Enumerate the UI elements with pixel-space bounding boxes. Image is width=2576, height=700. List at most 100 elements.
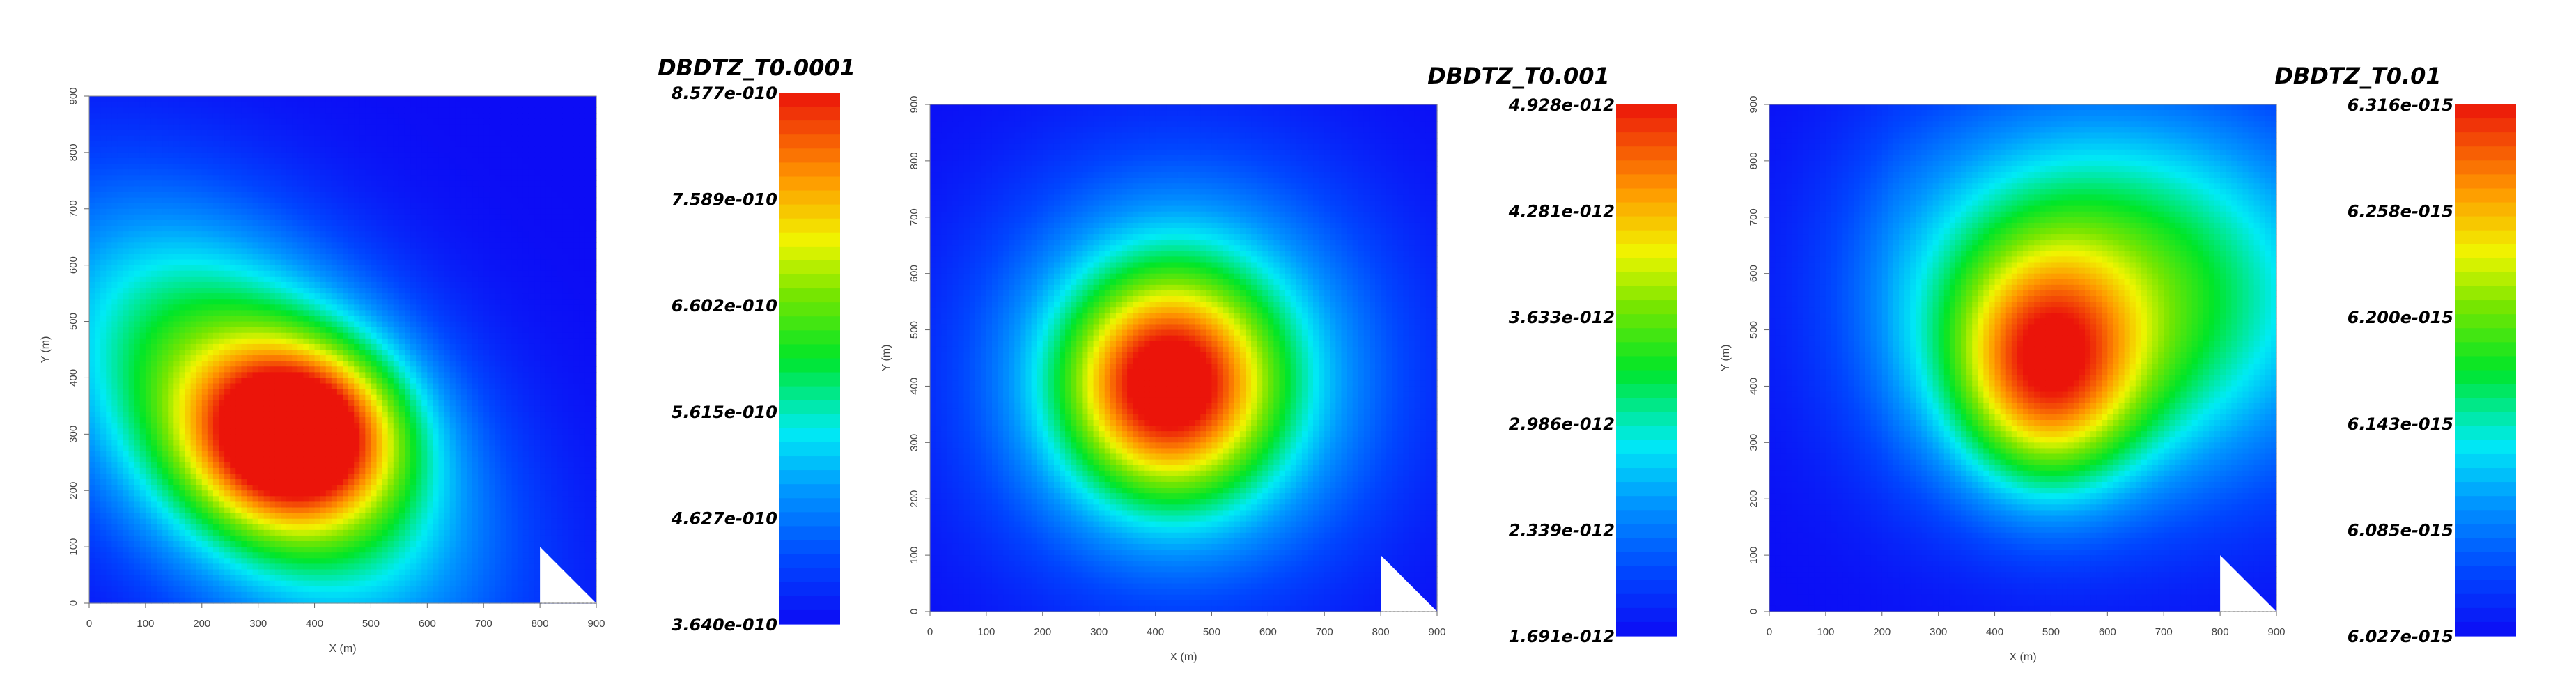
heatmap-cell xyxy=(111,541,118,547)
heatmap-cell xyxy=(191,226,197,232)
heatmap-cell xyxy=(213,316,219,322)
heatmap-cell xyxy=(264,220,270,226)
heatmap-cell xyxy=(326,322,332,328)
heatmap-cell xyxy=(258,220,265,226)
heatmap-cell xyxy=(162,237,169,243)
heatmap-cell xyxy=(95,242,101,249)
heatmap-cell xyxy=(173,434,180,440)
heatmap-cell xyxy=(394,485,400,491)
heatmap-cell xyxy=(247,395,253,401)
heatmap-cell xyxy=(303,417,309,423)
heatmap-cell xyxy=(377,524,383,531)
heatmap-cell xyxy=(191,485,197,491)
heatmap-cell xyxy=(224,457,231,463)
heatmap-cell xyxy=(332,203,338,210)
heatmap-cell xyxy=(270,333,276,339)
heatmap-cell xyxy=(140,333,146,339)
heatmap-cell xyxy=(326,203,332,210)
heatmap-cell xyxy=(95,485,101,491)
heatmap-cell xyxy=(343,327,349,334)
heatmap-cell xyxy=(111,141,118,148)
heatmap-cell xyxy=(235,192,242,199)
heatmap-cell xyxy=(326,220,332,226)
heatmap-cell xyxy=(337,322,343,328)
heatmap-cell xyxy=(303,344,309,350)
heatmap-cell xyxy=(219,569,225,575)
heatmap-cell xyxy=(202,440,208,446)
heatmap-cell xyxy=(354,203,360,210)
heatmap-cell xyxy=(191,581,197,587)
heatmap-cell xyxy=(377,451,383,458)
heatmap-cell xyxy=(123,490,130,497)
heatmap-cell xyxy=(100,547,107,553)
heatmap-cell xyxy=(332,147,338,153)
heatmap-cell xyxy=(258,260,265,266)
heatmap-cell xyxy=(173,569,180,575)
heatmap-cell xyxy=(241,446,247,452)
heatmap-cell xyxy=(185,186,192,192)
heatmap-cell xyxy=(394,496,400,502)
heatmap-cell xyxy=(95,136,101,142)
heatmap-cell xyxy=(258,288,265,294)
heatmap-cell xyxy=(382,215,389,221)
heatmap-cell xyxy=(230,164,236,170)
heatmap-cell xyxy=(95,496,101,502)
heatmap-cell xyxy=(275,350,281,356)
heatmap-cell xyxy=(337,552,343,559)
heatmap-cell xyxy=(270,496,276,502)
heatmap-cell xyxy=(343,490,349,497)
heatmap-cell xyxy=(151,598,157,604)
heatmap-cell xyxy=(235,446,242,452)
heatmap-cell xyxy=(117,400,123,407)
heatmap-cell xyxy=(213,175,219,181)
heatmap-cell xyxy=(264,428,270,435)
heatmap-cell xyxy=(168,299,174,305)
heatmap-cell xyxy=(286,118,293,125)
heatmap-cell xyxy=(388,395,394,401)
heatmap-cell xyxy=(173,541,180,547)
heatmap-cell xyxy=(123,136,130,142)
heatmap-cell xyxy=(371,412,377,418)
heatmap-cell xyxy=(315,485,321,491)
heatmap-cell xyxy=(399,248,405,254)
heatmap-cell xyxy=(106,496,112,502)
heatmap-cell xyxy=(140,558,146,564)
heatmap-cell xyxy=(247,237,253,243)
heatmap-cell xyxy=(241,333,247,339)
heatmap-cell xyxy=(303,124,309,130)
heatmap-cell xyxy=(185,513,192,520)
heatmap-cell xyxy=(162,575,169,582)
heatmap-cell xyxy=(191,192,197,199)
heatmap-cell xyxy=(247,361,253,367)
heatmap-cell xyxy=(140,130,146,137)
heatmap-cell xyxy=(359,265,366,272)
heatmap-cell xyxy=(213,265,219,272)
heatmap-cell xyxy=(264,389,270,396)
heatmap-cell xyxy=(320,389,327,396)
heatmap-cell xyxy=(377,254,383,260)
heatmap-cell xyxy=(270,507,276,513)
heatmap-cell xyxy=(309,107,315,114)
heatmap-cell xyxy=(146,141,152,148)
heatmap-cell xyxy=(162,169,169,176)
heatmap-cell xyxy=(173,293,180,300)
heatmap-cell xyxy=(326,440,332,446)
heatmap-cell xyxy=(264,541,270,547)
heatmap-cell xyxy=(297,130,304,137)
heatmap-cell xyxy=(202,524,208,531)
heatmap-cell xyxy=(354,406,360,412)
heatmap-cell xyxy=(224,592,231,598)
heatmap-cell xyxy=(365,282,371,288)
heatmap-cell xyxy=(151,524,157,531)
heatmap-cell xyxy=(253,169,259,176)
heatmap-cell xyxy=(309,339,315,345)
heatmap-cell xyxy=(348,254,355,260)
heatmap-cell xyxy=(388,423,394,429)
heatmap-cell xyxy=(129,462,135,469)
heatmap-cell xyxy=(173,485,180,491)
heatmap-cell xyxy=(297,293,304,300)
heatmap-cell xyxy=(224,260,231,266)
heatmap-cell xyxy=(320,203,327,210)
heatmap-cell xyxy=(275,327,281,334)
heatmap-cell xyxy=(382,153,389,159)
